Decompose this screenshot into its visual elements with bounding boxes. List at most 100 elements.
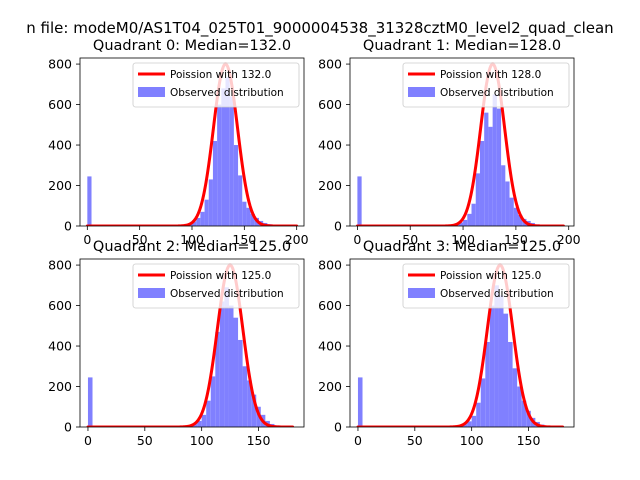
legend-frame — [402, 263, 570, 309]
histogram-bar — [476, 402, 481, 427]
quadrant-2-plot-area — [86, 263, 295, 427]
legend-hist-label: Observed distribution — [170, 288, 284, 300]
histogram-bar — [357, 377, 363, 427]
histogram-bar — [250, 213, 255, 226]
histogram-bar — [513, 207, 518, 226]
histogram-bar — [87, 377, 93, 427]
histogram-bar — [229, 96, 234, 226]
legend-curve-label: Poission with 125.0 — [440, 270, 541, 282]
y-tick-label: 0 — [64, 219, 72, 234]
axes-frame — [349, 57, 575, 227]
histogram-bar — [458, 222, 464, 226]
legend-hist-swatch — [408, 87, 435, 97]
x-tick-label: 100 — [460, 433, 484, 448]
x-tick-label: 100 — [180, 232, 204, 247]
histogram-bar — [224, 287, 229, 427]
histogram-bar — [505, 181, 510, 226]
x-tick-label: 50 — [132, 232, 148, 247]
quadrant-1-plot-area — [355, 62, 565, 226]
histogram-bar — [512, 368, 518, 427]
histogram-bar — [492, 94, 497, 226]
x-tick-label: 200 — [557, 232, 581, 247]
histogram-bar — [463, 219, 468, 226]
histogram-bar — [196, 217, 201, 226]
y-tick-label: 0 — [334, 420, 342, 435]
legend-curve-label: Poission with 125.0 — [170, 270, 271, 282]
legend-curve-label: Poission with 128.0 — [440, 69, 541, 81]
histogram-bar — [221, 88, 226, 226]
x-tick-label: 0 — [83, 232, 91, 247]
y-tick-label: 400 — [48, 339, 72, 354]
quadrant-2-title: Quadrant 2: Median=125.0 — [93, 239, 291, 255]
histogram-bar — [192, 424, 198, 427]
x-tick-label: 0 — [354, 433, 362, 448]
quadrant-0-plot-area — [85, 62, 299, 226]
y-tick-label: 0 — [334, 219, 342, 234]
histogram-bar — [498, 295, 504, 427]
x-tick-label: 150 — [517, 433, 541, 448]
poisson-curve — [85, 62, 299, 226]
x-tick-label: 50 — [402, 232, 418, 247]
histogram-bar — [87, 176, 92, 226]
histogram-bar — [217, 104, 222, 226]
histogram-bar — [242, 366, 248, 427]
histogram-bar — [467, 421, 472, 427]
y-tick-label: 600 — [48, 298, 72, 313]
histogram-bar — [489, 305, 495, 427]
quadrant-3-plot-area — [356, 263, 565, 427]
histogram-bar — [357, 176, 362, 226]
poisson-curve — [355, 62, 565, 226]
y-tick-label: 800 — [48, 258, 72, 273]
y-tick-label: 600 — [318, 298, 342, 313]
quadrant-0-title: Quadrant 0: Median=132.0 — [93, 38, 291, 54]
histogram-bar — [246, 207, 251, 226]
histogram-bar — [215, 331, 220, 427]
histogram-bar — [219, 301, 225, 427]
legend-frame — [132, 263, 300, 309]
histogram-bar — [228, 305, 234, 427]
histogram-bar — [475, 173, 480, 226]
quadrant-3-title: Quadrant 3: Median=125.0 — [363, 239, 561, 255]
y-tick-label: 800 — [48, 57, 72, 72]
histogram-bar — [501, 165, 506, 226]
histogram-bar — [247, 380, 252, 427]
histogram-bar — [521, 400, 527, 427]
legend-hist-label: Observed distribution — [440, 87, 554, 99]
histogram-bar — [204, 199, 209, 226]
y-tick-label: 200 — [318, 379, 342, 394]
legend-hist-label: Observed distribution — [170, 87, 284, 99]
y-tick-label: 400 — [318, 339, 342, 354]
legend: Poission with 132.0 Observed distribution — [132, 62, 300, 108]
histogram-bar — [238, 175, 243, 226]
legend-frame — [132, 62, 300, 108]
histogram-bar — [494, 285, 499, 427]
y-tick-label: 600 — [48, 97, 72, 112]
y-tick-label: 800 — [318, 57, 342, 72]
legend-hist-label: Observed distribution — [440, 288, 554, 300]
histogram-bar — [233, 145, 239, 226]
poisson-curve — [356, 263, 565, 427]
y-tick-label: 200 — [48, 379, 72, 394]
x-tick-label: 0 — [84, 433, 92, 448]
x-tick-label: 100 — [451, 232, 475, 247]
histogram-bar — [208, 179, 213, 226]
legend: Poission with 128.0 Observed distribution — [402, 62, 570, 108]
x-tick-label: 150 — [232, 232, 256, 247]
legend-frame — [402, 62, 570, 108]
histogram-bar — [480, 378, 486, 427]
histogram-bar — [201, 414, 207, 427]
y-tick-label: 800 — [318, 258, 342, 273]
histogram-bar — [200, 211, 205, 226]
y-tick-label: 400 — [318, 138, 342, 153]
legend: Poission with 125.0 Observed distribution — [402, 263, 570, 309]
histogram-bar — [496, 108, 502, 226]
histogram-bar — [233, 317, 239, 427]
histogram-bar — [471, 415, 477, 427]
histogram-bar — [509, 197, 514, 226]
legend-hist-swatch — [138, 87, 165, 97]
quadrant-1-chart: 0 50 100 150 200 0 200 400 600 800 Quadrant 1: Med… — [318, 38, 581, 247]
quadrant-2-chart: 0 50 100 150 0 200 400 600 800 Quadrant 2: Median… — [48, 239, 305, 448]
histogram-bar — [238, 339, 243, 427]
histogram-bar — [251, 394, 257, 427]
